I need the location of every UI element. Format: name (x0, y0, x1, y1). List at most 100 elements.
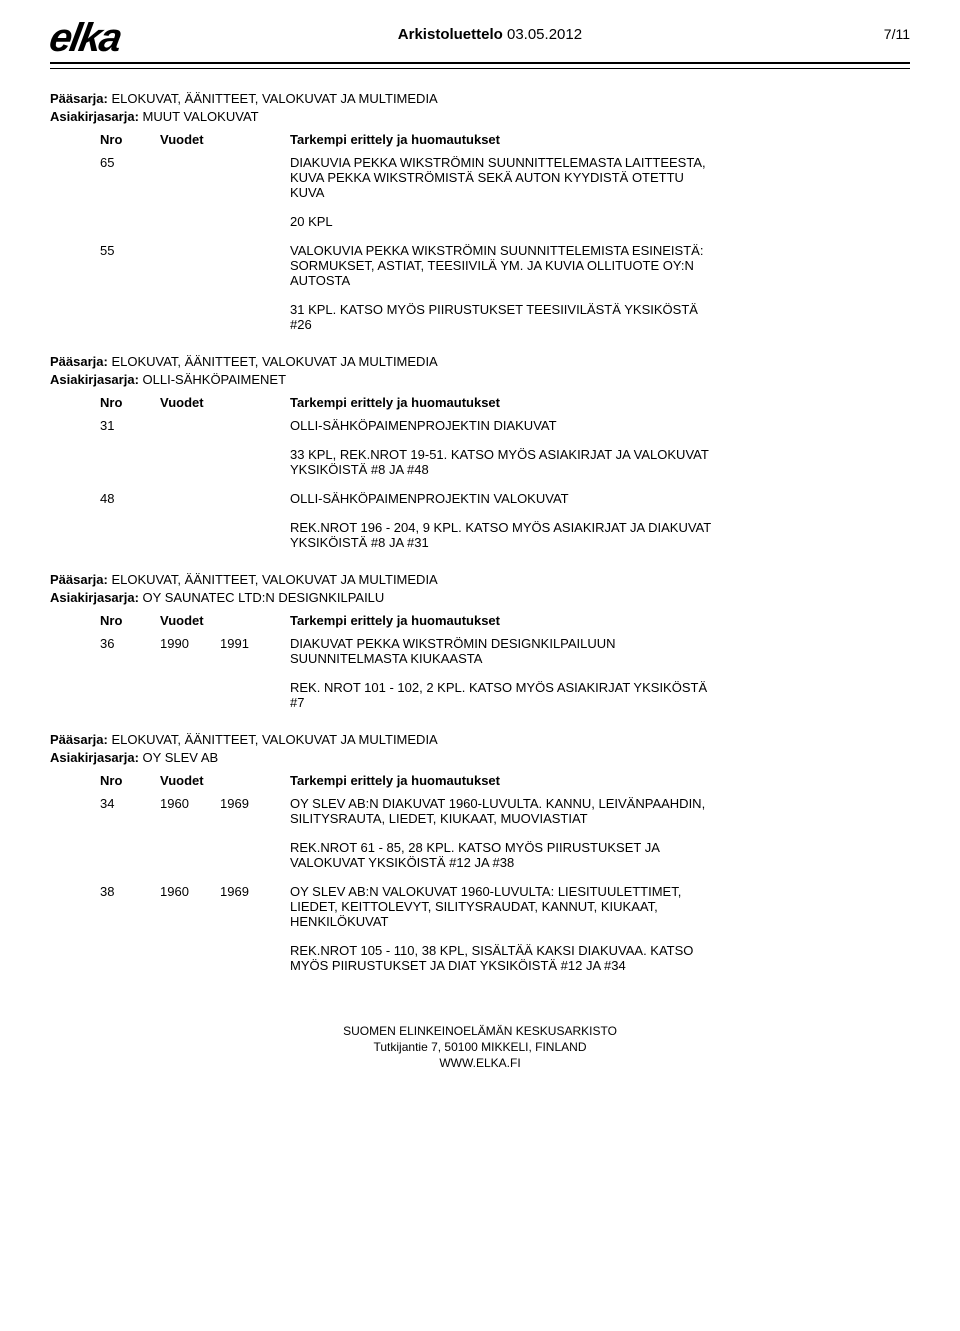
cell-nro: 65 (100, 155, 160, 229)
cell-nro: 48 (100, 491, 160, 550)
col-nro: Nro (100, 132, 160, 147)
cell-desc: OLLI-SÄHKÖPAIMENPROJEKTIN VALOKUVAT REK.N… (290, 491, 720, 550)
year-start: 1960 (160, 796, 220, 870)
desc-main: OLLI-SÄHKÖPAIMENPROJEKTIN DIAKUVAT (290, 418, 720, 433)
year-start (160, 243, 220, 332)
paasarja-value: ELOKUVAT, ÄÄNITTEET, VALOKUVAT JA MULTIM… (111, 732, 437, 747)
paasarja-label: Pääsarja: (50, 91, 108, 106)
title-date: 03.05.2012 (507, 26, 582, 43)
desc-main: OY SLEV AB:N VALOKUVAT 1960-LUVULTA: LIE… (290, 884, 720, 929)
year-end: 1991 (220, 636, 280, 710)
cell-vuodet (160, 418, 290, 477)
asiakirjasarja-line: Asiakirjasarja: OLLI-SÄHKÖPAIMENET (50, 372, 910, 387)
logo: elka (47, 20, 123, 56)
year-end (220, 243, 280, 332)
paasarja-label: Pääsarja: (50, 354, 108, 369)
paasarja-value: ELOKUVAT, ÄÄNITTEET, VALOKUVAT JA MULTIM… (111, 572, 437, 587)
asiakirjasarja-value: MUUT VALOKUVAT (143, 109, 259, 124)
col-nro: Nro (100, 395, 160, 410)
column-headers: NroVuodetTarkempi erittely ja huomautuks… (50, 132, 910, 147)
table-row: 31 OLLI-SÄHKÖPAIMENPROJEKTIN DIAKUVAT 33 K… (50, 418, 910, 477)
desc-main: VALOKUVIA PEKKA WIKSTRÖMIN SUUNNITTELEMI… (290, 243, 720, 288)
year-end (220, 155, 280, 229)
desc-note: 20 KPL (290, 214, 720, 229)
asiakirjasarja-line: Asiakirjasarja: OY SAUNATEC LTD:N DESIGN… (50, 590, 910, 605)
year-start (160, 418, 220, 477)
table-row: 55 VALOKUVIA PEKKA WIKSTRÖMIN SUUNNITTELE… (50, 243, 910, 332)
footer-line3: WWW.ELKA.FI (50, 1055, 910, 1071)
section-block: Pääsarja: ELOKUVAT, ÄÄNITTEET, VALOKUVAT… (50, 572, 910, 710)
footer-line2: Tutkijantie 7, 50100 MIKKELI, FINLAND (50, 1039, 910, 1055)
asiakirjasarja-value: OY SLEV AB (143, 750, 219, 765)
section-block: Pääsarja: ELOKUVAT, ÄÄNITTEET, VALOKUVAT… (50, 91, 910, 332)
section-block: Pääsarja: ELOKUVAT, ÄÄNITTEET, VALOKUVAT… (50, 732, 910, 973)
table-row: 3419601969OY SLEV AB:N DIAKUVAT 1960-LUV… (50, 796, 910, 870)
year-end (220, 491, 280, 550)
divider-thin (50, 68, 910, 69)
cell-nro: 55 (100, 243, 160, 332)
asiakirjasarja-value: OY SAUNATEC LTD:N DESIGNKILPAILU (143, 590, 385, 605)
cell-desc: OY SLEV AB:N DIAKUVAT 1960-LUVULTA. KANN… (290, 796, 720, 870)
year-start (160, 491, 220, 550)
sections-container: Pääsarja: ELOKUVAT, ÄÄNITTEET, VALOKUVAT… (50, 91, 910, 973)
cell-nro: 31 (100, 418, 160, 477)
desc-note: 31 KPL. KATSO MYÖS PIIRUSTUKSET TEESIIVI… (290, 302, 720, 332)
cell-desc: OY SLEV AB:N VALOKUVAT 1960-LUVULTA: LIE… (290, 884, 720, 973)
paasarja-line: Pääsarja: ELOKUVAT, ÄÄNITTEET, VALOKUVAT… (50, 732, 910, 747)
cell-vuodet (160, 155, 290, 229)
col-vuodet: Vuodet (160, 395, 290, 410)
asiakirjasarja-line: Asiakirjasarja: OY SLEV AB (50, 750, 910, 765)
asiakirjasarja-label: Asiakirjasarja: (50, 372, 139, 387)
table-row: 65 DIAKUVIA PEKKA WIKSTRÖMIN SUUNNITTELEM… (50, 155, 910, 229)
paasarja-label: Pääsarja: (50, 732, 108, 747)
desc-note: REK.NROT 61 - 85, 28 KPL. KATSO MYÖS PII… (290, 840, 720, 870)
desc-main: DIAKUVIA PEKKA WIKSTRÖMIN SUUNNITTELEMAS… (290, 155, 720, 200)
footer: SUOMEN ELINKEINOELÄMÄN KESKUSARKISTO Tut… (50, 1023, 910, 1072)
page-number: 7/11 (860, 20, 910, 42)
divider-thick (50, 62, 910, 64)
col-nro: Nro (100, 613, 160, 628)
paasarja-value: ELOKUVAT, ÄÄNITTEET, VALOKUVAT JA MULTIM… (111, 354, 437, 369)
cell-desc: OLLI-SÄHKÖPAIMENPROJEKTIN DIAKUVAT 33 KPL… (290, 418, 720, 477)
year-end: 1969 (220, 884, 280, 973)
table-row: 3619901991DIAKUVAT PEKKA WIKSTRÖMIN DESI… (50, 636, 910, 710)
col-desc: Tarkempi erittely ja huomautukset (290, 773, 910, 788)
year-start (160, 155, 220, 229)
cell-vuodet (160, 491, 290, 550)
paasarja-line: Pääsarja: ELOKUVAT, ÄÄNITTEET, VALOKUVAT… (50, 91, 910, 106)
paasarja-value: ELOKUVAT, ÄÄNITTEET, VALOKUVAT JA MULTIM… (111, 91, 437, 106)
column-headers: NroVuodetTarkempi erittely ja huomautuks… (50, 773, 910, 788)
page-header: elka Arkistoluettelo 03.05.2012 7/11 (50, 20, 910, 56)
col-desc: Tarkempi erittely ja huomautukset (290, 613, 910, 628)
desc-note: REK.NROT 196 - 204, 9 KPL. KATSO MYÖS AS… (290, 520, 720, 550)
table-row: 48 OLLI-SÄHKÖPAIMENPROJEKTIN VALOKUVAT REK… (50, 491, 910, 550)
asiakirjasarja-value: OLLI-SÄHKÖPAIMENET (143, 372, 287, 387)
column-headers: NroVuodetTarkempi erittely ja huomautuks… (50, 613, 910, 628)
cell-vuodet: 19601969 (160, 796, 290, 870)
year-end: 1969 (220, 796, 280, 870)
cell-desc: DIAKUVAT PEKKA WIKSTRÖMIN DESIGNKILPAILU… (290, 636, 720, 710)
asiakirjasarja-label: Asiakirjasarja: (50, 109, 139, 124)
col-desc: Tarkempi erittely ja huomautukset (290, 132, 910, 147)
title-bold: Arkistoluettelo (398, 26, 503, 43)
year-end (220, 418, 280, 477)
cell-nro: 38 (100, 884, 160, 973)
col-desc: Tarkempi erittely ja huomautukset (290, 395, 910, 410)
footer-line1: SUOMEN ELINKEINOELÄMÄN KESKUSARKISTO (50, 1023, 910, 1039)
asiakirjasarja-label: Asiakirjasarja: (50, 750, 139, 765)
desc-main: OLLI-SÄHKÖPAIMENPROJEKTIN VALOKUVAT (290, 491, 720, 506)
col-nro: Nro (100, 773, 160, 788)
table-row: 3819601969OY SLEV AB:N VALOKUVAT 1960-LU… (50, 884, 910, 973)
cell-vuodet: 19901991 (160, 636, 290, 710)
doc-title: Arkistoluettelo 03.05.2012 (120, 20, 860, 43)
desc-note: REK. NROT 101 - 102, 2 KPL. KATSO MYÖS A… (290, 680, 720, 710)
desc-main: OY SLEV AB:N DIAKUVAT 1960-LUVULTA. KANN… (290, 796, 720, 826)
cell-desc: VALOKUVIA PEKKA WIKSTRÖMIN SUUNNITTELEMI… (290, 243, 720, 332)
column-headers: NroVuodetTarkempi erittely ja huomautuks… (50, 395, 910, 410)
cell-desc: DIAKUVIA PEKKA WIKSTRÖMIN SUUNNITTELEMAS… (290, 155, 720, 229)
year-start: 1990 (160, 636, 220, 710)
section-block: Pääsarja: ELOKUVAT, ÄÄNITTEET, VALOKUVAT… (50, 354, 910, 550)
desc-note: 33 KPL, REK.NROT 19-51. KATSO MYÖS ASIAK… (290, 447, 720, 477)
cell-nro: 34 (100, 796, 160, 870)
paasarja-label: Pääsarja: (50, 572, 108, 587)
